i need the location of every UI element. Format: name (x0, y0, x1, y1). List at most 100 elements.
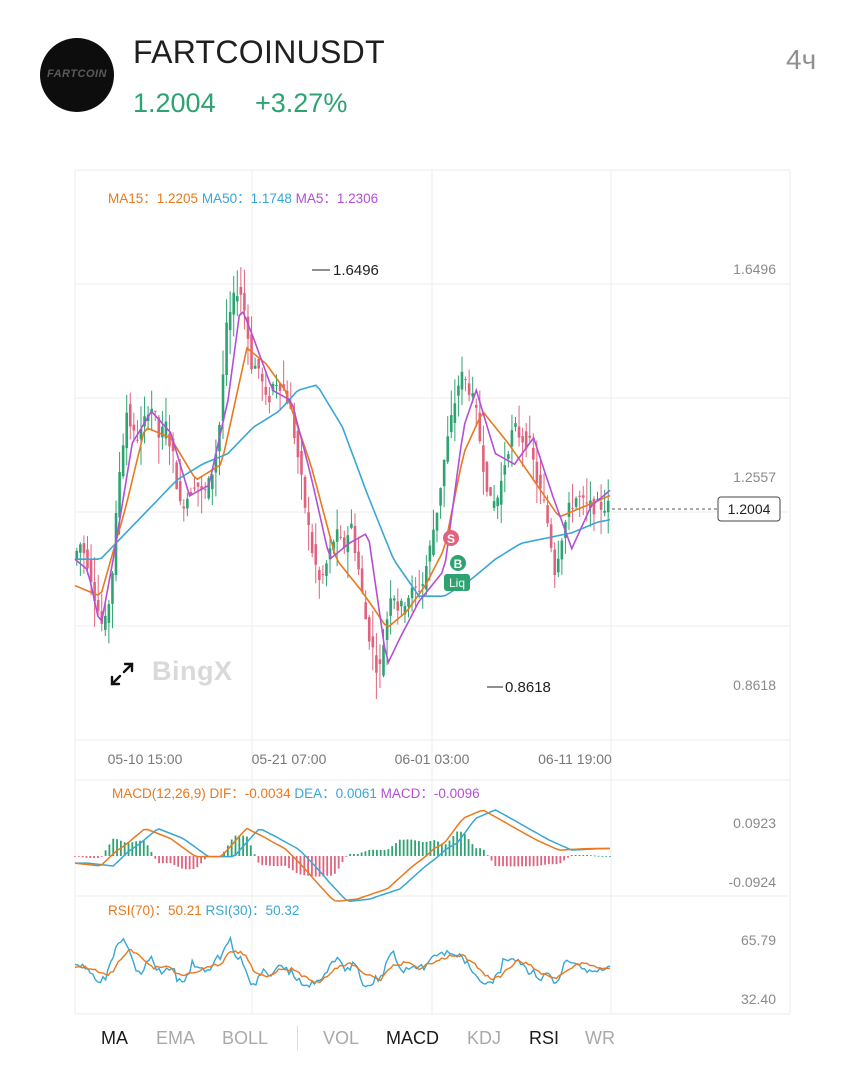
candle-body (367, 617, 371, 642)
candle-body (318, 570, 321, 581)
macd-bar (169, 856, 172, 864)
macd-bar (337, 856, 340, 869)
candle-body (150, 408, 153, 412)
price-axis-label: 1.2557 (733, 469, 776, 485)
expand-icon[interactable] (108, 660, 136, 688)
tab-ma[interactable]: MA (101, 1028, 128, 1048)
macd-bar (463, 834, 466, 856)
macd-bar (402, 839, 405, 856)
macd-bar (341, 856, 344, 862)
candle-body (421, 584, 425, 586)
tab-kdj[interactable]: KDJ (467, 1028, 502, 1048)
macd-bar (486, 855, 489, 856)
candle-body (253, 365, 257, 369)
ma-line-ma15 (74, 346, 611, 628)
tab-boll[interactable]: BOLL (222, 1028, 269, 1048)
macd-bar (425, 841, 428, 856)
candle-body (581, 495, 585, 498)
liquidation-marker[interactable]: Liq (444, 574, 470, 591)
macd-bar (234, 835, 237, 856)
candle-body (332, 541, 335, 551)
tab-macd[interactable]: MACD (386, 1028, 439, 1048)
candle-body (193, 487, 196, 489)
macd-bar (448, 840, 451, 856)
macd-bar (578, 854, 581, 856)
macd-bar (498, 856, 501, 867)
candle-body (325, 563, 328, 576)
rsi-axis-label: 32.40 (741, 991, 776, 1007)
candle-body (482, 445, 485, 472)
tab-vol[interactable]: VOL (323, 1028, 360, 1048)
macd-bar (127, 843, 130, 856)
macd-bar (333, 856, 336, 874)
current-price-label: 1.2004 (728, 501, 771, 517)
macd-bar (482, 849, 485, 856)
macd-bar (414, 840, 417, 856)
tab-ema[interactable]: EMA (156, 1028, 196, 1048)
macd-bar (257, 856, 260, 863)
macd-bar (547, 856, 550, 865)
candle-body (79, 544, 82, 553)
tab-wr[interactable]: WR (585, 1028, 615, 1048)
candle-body (246, 316, 250, 339)
candle-body (189, 491, 193, 496)
macd-bar (479, 848, 481, 856)
macd-bar (204, 856, 206, 860)
candle-body (307, 512, 310, 526)
tab-rsi[interactable]: RSI (529, 1028, 560, 1048)
candle-body (439, 488, 442, 506)
macd-bar (276, 856, 279, 867)
macd-bar (589, 855, 592, 857)
candle-body (111, 573, 114, 604)
candle-body (225, 322, 228, 376)
candle-body (314, 544, 318, 565)
macd-bar (494, 856, 497, 866)
candle-body (221, 374, 225, 422)
macd-bar (356, 853, 359, 856)
macd-bar (253, 854, 256, 856)
macd-bar (437, 841, 439, 856)
buy-marker[interactable]: B (450, 555, 466, 571)
macd-bar (502, 856, 504, 867)
macd-bar (521, 856, 524, 867)
candle-body (164, 421, 168, 439)
macd-bar (307, 856, 310, 876)
candle-body (107, 604, 111, 623)
price-axis-label: 1.6496 (733, 261, 776, 277)
candle-body (257, 359, 260, 369)
macd-bar (192, 856, 195, 870)
macd-bar (326, 856, 329, 876)
candle-body (539, 474, 542, 489)
interval-selector[interactable]: 4ч (786, 44, 817, 75)
high-marker: 1.6496 (312, 262, 379, 279)
candle-body (228, 312, 232, 331)
candle-body (467, 383, 471, 395)
candle-body (342, 537, 346, 548)
macd-bar (559, 856, 562, 864)
sell-marker[interactable]: S (443, 530, 459, 546)
macd-bar (490, 856, 493, 861)
indicator-tabs: MA EMA BOLL VOL MACD KDJ RSI WR (75, 1020, 790, 1056)
macd-bar (81, 856, 84, 858)
candle-body (275, 385, 278, 387)
macd-bar (299, 856, 302, 875)
candle-body (350, 523, 353, 528)
candle-body (560, 540, 564, 560)
candle-body (153, 410, 157, 412)
macd-bar (85, 856, 88, 858)
coin-logo-text: FARTCOIN (46, 68, 108, 80)
macd-bar (406, 839, 409, 856)
candle-body (382, 645, 385, 676)
macd-bar (165, 856, 168, 864)
candle-body (499, 480, 503, 505)
macd-bar (586, 854, 588, 856)
candle-body (282, 384, 285, 389)
candle-body (432, 529, 435, 555)
macd-bar (605, 855, 608, 857)
macd-bar (123, 842, 126, 856)
macd-bar (460, 831, 462, 856)
macd-bar (582, 854, 585, 856)
macd-bar (226, 845, 229, 856)
candle-body (574, 498, 578, 507)
